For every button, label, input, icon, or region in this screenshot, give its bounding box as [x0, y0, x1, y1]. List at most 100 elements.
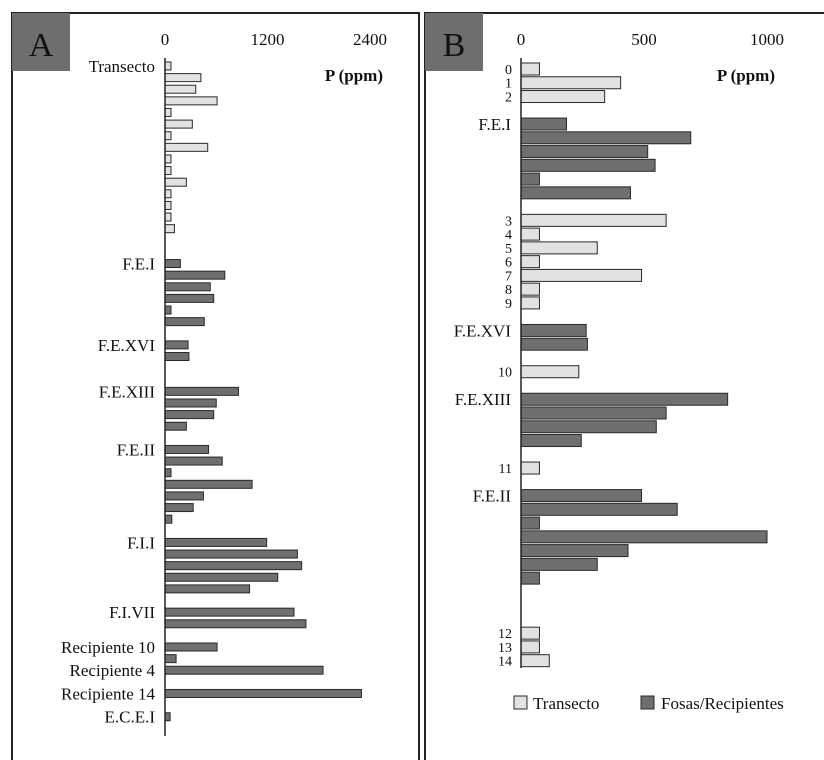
panel-b-tag — [425, 13, 483, 71]
panel-b-row-labels: 012F.E.I3456789F.E.XVI10F.E.XIII11F.E.II… — [454, 63, 512, 670]
panel-a-bar — [164, 340, 189, 350]
panel-b-frame — [424, 12, 824, 760]
legend-label-fosas: Fosas/Recipientes — [661, 694, 784, 713]
panel-a-bar — [164, 479, 253, 489]
panel-a-bar — [164, 200, 172, 210]
panel-b-bar — [520, 145, 649, 159]
legend-label-transecto: Transecto — [533, 694, 599, 713]
panel-a-bar — [164, 212, 172, 222]
panel-b-tag-letter: B — [443, 27, 466, 64]
panel-a-bar — [164, 712, 171, 722]
panel-b-bar — [520, 186, 631, 200]
panel-b-row-label: F.E.II — [473, 487, 512, 506]
panel-a-bar — [164, 119, 193, 129]
panel-b-row-label: 13 — [498, 641, 512, 656]
panel-b-bar — [520, 282, 540, 296]
panel-b-bar — [520, 571, 540, 585]
legend-swatch-transecto — [513, 695, 528, 710]
panel-a-bar — [164, 154, 172, 164]
panel-b-bar — [520, 323, 587, 337]
panel-a-bar — [164, 642, 218, 652]
panel-a-bar — [164, 572, 279, 582]
panel-a-bar — [164, 61, 172, 71]
panel-a-bar — [164, 270, 226, 280]
panel-a-bar — [164, 514, 173, 524]
panel-a-bar — [164, 537, 268, 547]
panel-b-bar — [520, 516, 540, 530]
panel-b-bars — [520, 62, 768, 668]
panel-a-row-label: F.E.II — [117, 440, 156, 459]
panel-b-bar — [520, 268, 643, 282]
panel-a-bar — [164, 444, 210, 454]
panel-a-bar — [164, 305, 172, 315]
panel-b: B P (ppm) 0 500 1000 012F.E.I3456789F.E.XV… — [424, 12, 824, 760]
panel-a-row-label: F.I.I — [127, 533, 155, 552]
panel-a-row-labels: Transecto F.E.I F.E.XVI F.E.XIII F.E.II F.I.I… — [61, 57, 155, 727]
panel-b-row-label: 4 — [505, 228, 512, 243]
panel-b-row-label: 6 — [505, 256, 512, 271]
panel-b-bar — [520, 76, 622, 90]
panel-b-bar — [520, 626, 540, 640]
panel-a-tag-letter: A — [29, 27, 54, 64]
panel-a-bar — [164, 96, 218, 106]
panel-a-bars — [164, 61, 362, 722]
panel-b-ticks: 0 500 1000 — [517, 30, 784, 49]
panel-b-tick-label: 0 — [517, 30, 526, 49]
panel-b-bar — [520, 640, 540, 654]
panel-a-bar — [164, 503, 194, 513]
panel-a-bar — [164, 282, 211, 292]
panel-a-bar — [164, 607, 295, 617]
panel-a-bar — [164, 224, 175, 234]
panel-a-bar — [164, 177, 187, 187]
panel-b-row-label: 9 — [505, 297, 512, 312]
panel-b-xlabel: P (ppm) — [717, 66, 775, 85]
panel-a-bar — [164, 619, 307, 629]
panel-a-bar — [164, 107, 172, 117]
panel-b-bar — [520, 213, 667, 227]
panel-a-bar — [164, 688, 362, 698]
panel-a-row-label: Recipiente 4 — [70, 661, 156, 680]
panel-a-bar — [164, 317, 205, 327]
panel-b-row-label: 14 — [498, 655, 512, 670]
panel-a-bar — [164, 654, 177, 664]
panel-b-bar — [520, 90, 606, 104]
panel-b-bar — [520, 337, 588, 351]
panel-a-row-label: F.I.VII — [109, 603, 155, 622]
panel-b-bar — [520, 255, 540, 269]
panel-a-bar — [164, 142, 209, 152]
panel-a-bar — [164, 352, 190, 361]
panel-b-bar — [520, 365, 580, 379]
panel-b-bar — [520, 544, 629, 558]
panel-a-tick-label: 0 — [161, 30, 170, 49]
panel-b-bar — [520, 557, 598, 571]
panel-a-row-label: F.E.XIII — [99, 382, 156, 401]
panel-a-bar — [164, 584, 251, 594]
panel-a-bar — [164, 166, 172, 176]
panel-b-tick-label: 1000 — [750, 30, 784, 49]
panel-a-bar — [164, 293, 215, 303]
panel-a-bar — [164, 84, 197, 94]
panel-b-row-label: 1 — [505, 77, 512, 92]
panel-b-bar — [520, 392, 729, 406]
panel-b-bar — [520, 502, 678, 516]
panel-a-ticks: 0 1200 2400 — [161, 30, 387, 49]
panel-b-row-label: F.E.XVI — [454, 321, 512, 340]
panel-b-row-label: 7 — [505, 269, 512, 284]
panel-a-bar — [164, 259, 181, 269]
panel-b-row-label: 2 — [505, 90, 512, 105]
panel-b-row-label: 0 — [505, 63, 512, 78]
panel-b-bar — [520, 131, 692, 145]
panel-b-row-label: 8 — [505, 283, 512, 298]
panel-a-bar — [164, 131, 172, 141]
panel-a-row-label: Recipiente 14 — [61, 684, 155, 703]
panel-a-tag — [12, 13, 70, 71]
panel-a-tick-label: 2400 — [353, 30, 387, 49]
panel-b-bar — [520, 420, 657, 434]
panel-a-bar — [164, 468, 172, 478]
panel-a-row-label: Recipiente 10 — [61, 638, 155, 657]
panel-b-tick-label: 500 — [631, 30, 657, 49]
panel-a-bar — [164, 561, 303, 571]
panel-b-bar — [520, 62, 540, 76]
panel-b-row-label: 10 — [498, 366, 512, 381]
